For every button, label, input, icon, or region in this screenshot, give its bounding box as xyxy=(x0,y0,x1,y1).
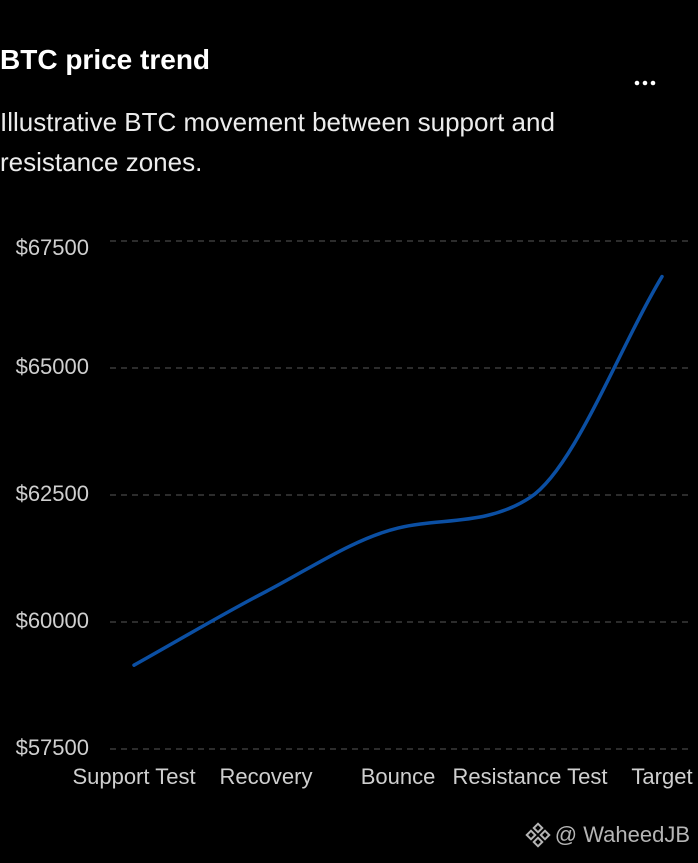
menu-button[interactable] xyxy=(630,72,662,92)
chart-title: BTC price trend xyxy=(0,44,211,75)
x-tick-label: Resistance Test xyxy=(453,764,608,789)
y-tick-label: $67500 xyxy=(16,235,89,260)
x-tick-label: Recovery xyxy=(220,764,313,789)
watermark-text: @ WaheedJB xyxy=(554,822,690,847)
line xyxy=(132,274,664,667)
logo-icon xyxy=(525,822,551,848)
y-tick-label: $60000 xyxy=(16,608,89,633)
y-tick-label: $62500 xyxy=(16,481,89,506)
chart: $57500 $60000 $62500 $65000 $67500 Support Te… xyxy=(16,235,693,789)
x-tick-label: Target xyxy=(631,764,692,789)
x-tick-label: Bounce xyxy=(361,764,436,789)
y-tick-label: $57500 xyxy=(16,735,89,760)
chart-subtitle: Illustrative BTC movement between suppor… xyxy=(0,107,555,177)
x-tick-label: Support Test xyxy=(72,764,195,789)
y-tick-label: $65000 xyxy=(16,354,89,379)
watermark: @ WaheedJB xyxy=(525,822,690,848)
